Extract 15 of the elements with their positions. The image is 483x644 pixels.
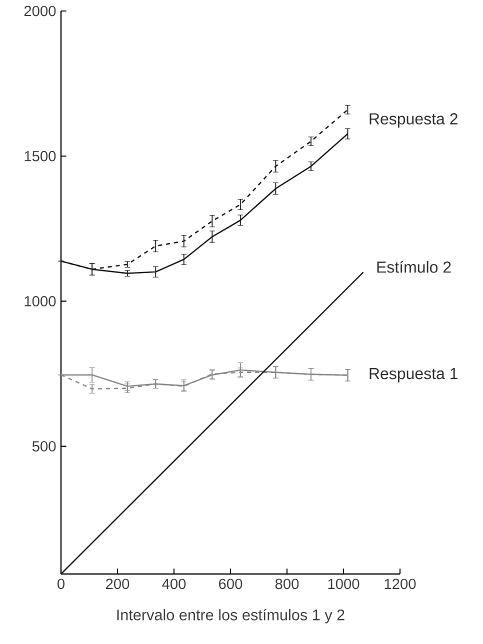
x-tick-label: 1000 bbox=[328, 578, 360, 590]
series-label: Estímulo 2 bbox=[377, 260, 451, 273]
x-tick-label: 400 bbox=[162, 578, 186, 590]
y-tick-label: 1000 bbox=[24, 296, 56, 306]
x-axis-title: Intervalo entre los estímulos 1 y 2 bbox=[117, 608, 344, 624]
x-tick-label: 200 bbox=[106, 578, 130, 590]
x-tick-label: 1200 bbox=[384, 578, 416, 590]
series-label: Respuesta 1 bbox=[370, 368, 458, 382]
x-tick-label: 600 bbox=[219, 578, 242, 590]
series-label: Respuesta 2 bbox=[370, 113, 458, 128]
x-tick-label: 0 bbox=[57, 578, 64, 590]
y-tick-label: 1500 bbox=[24, 150, 56, 162]
x-tick-label: 800 bbox=[275, 578, 299, 590]
y-tick-label: 2000 bbox=[24, 6, 56, 16]
y-tick-label: 500 bbox=[32, 441, 56, 452]
